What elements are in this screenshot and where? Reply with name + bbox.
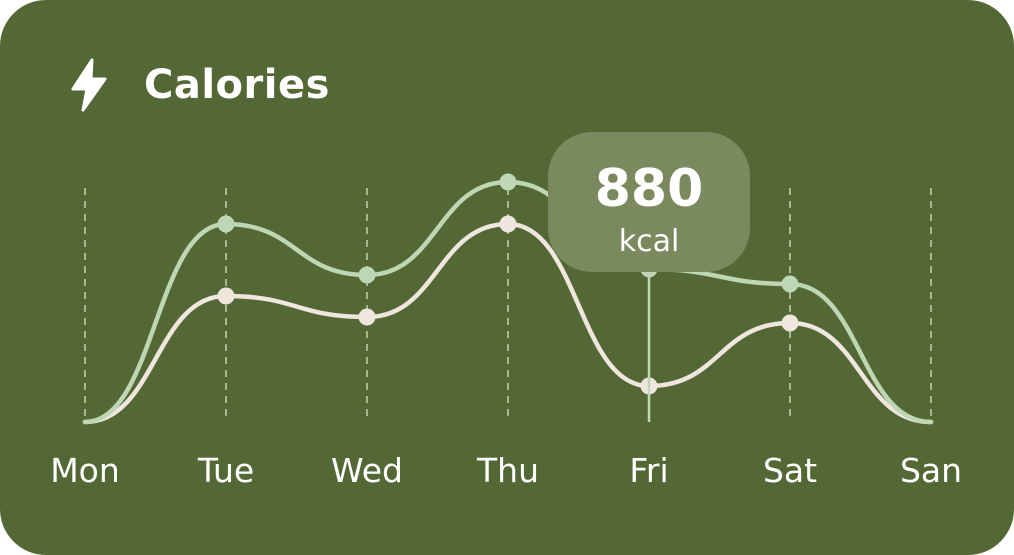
series-1-point-wed[interactable] [358,266,376,284]
tooltip-value: 880 [595,159,704,219]
series-2-point-wed[interactable] [358,308,376,326]
tooltip-unit: kcal [619,224,680,259]
x-label-mon: Mon [50,451,120,490]
card-header: Calories [70,58,330,112]
series-2-point-tue[interactable] [217,287,235,305]
x-label-san: San [900,451,962,490]
x-label-tue: Tue [197,451,254,490]
x-label-thu: Thu [476,451,539,490]
x-label-wed: Wed [331,451,403,490]
tooltip-box[interactable] [548,132,750,272]
series-2-point-sat[interactable] [781,314,799,332]
series-1-point-sat[interactable] [781,275,799,293]
series-2-point-thu[interactable] [499,215,517,233]
series-1-point-thu[interactable] [499,173,517,191]
x-label-fri: Fri [629,451,668,490]
tooltip[interactable]: 880 kcal [548,132,750,422]
lightning-bolt-icon [71,58,107,112]
x-axis-labels: Mon Tue Wed Thu Fri Sat San [50,451,962,490]
card-title: Calories [144,62,330,108]
series-1-point-tue[interactable] [217,215,235,233]
x-label-sat: Sat [763,451,817,490]
